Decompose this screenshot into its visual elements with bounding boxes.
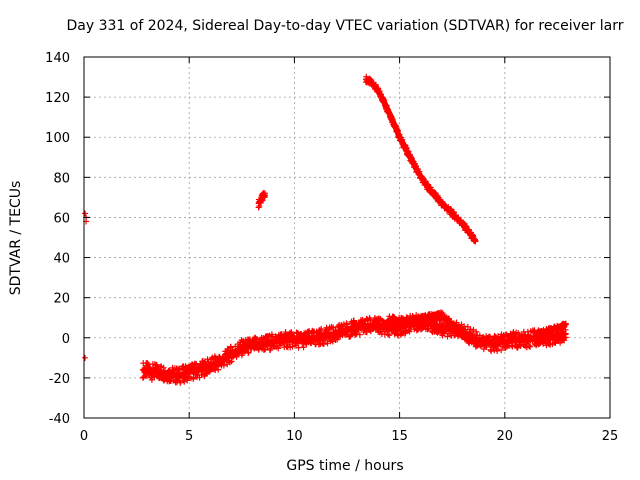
y-tick-label: -40 (49, 412, 70, 427)
x-tick-label: 25 (602, 429, 619, 444)
plot-frame (83, 56, 611, 419)
x-axis-label: GPS time / hours (286, 458, 403, 474)
data-point (215, 366, 222, 373)
y-tick-label: 120 (45, 91, 70, 106)
data-point (196, 374, 203, 381)
series-low-band (139, 312, 569, 386)
data-point (82, 354, 89, 361)
chart-title: Day 331 of 2024, Sidereal Day-to-day VTE… (67, 18, 624, 34)
y-tick-label: 0 (62, 332, 70, 347)
grid (84, 57, 610, 418)
y-tick-label: 60 (53, 211, 70, 226)
y-tick-label: 140 (45, 51, 70, 66)
y-tick-label: 40 (53, 252, 70, 267)
data-layer (82, 73, 569, 386)
x-tick-label: 20 (497, 429, 514, 444)
x-tick-label: 0 (80, 429, 88, 444)
data-point (174, 366, 181, 373)
series-short-segment-8h (255, 190, 268, 211)
y-tick-label: -20 (49, 372, 70, 387)
series-descending-track (362, 73, 479, 245)
data-point (177, 379, 184, 386)
axis-ticks: 0 5 10 15 20 25 -40 -20 0 20 40 60 80 100 120 140 (45, 51, 618, 444)
x-tick-label: 10 (286, 429, 303, 444)
x-tick-label: 5 (185, 429, 193, 444)
y-tick-label: 100 (45, 131, 70, 146)
data-point (227, 344, 234, 351)
y-axis-label: SDTVAR / TECUs (8, 181, 24, 296)
data-point (82, 210, 89, 217)
y-tick-label: 20 (53, 292, 70, 307)
data-point (261, 192, 268, 199)
y-tick-label: 80 (53, 171, 70, 186)
x-tick-label: 15 (391, 429, 408, 444)
data-point (472, 238, 479, 245)
data-point (205, 368, 212, 375)
